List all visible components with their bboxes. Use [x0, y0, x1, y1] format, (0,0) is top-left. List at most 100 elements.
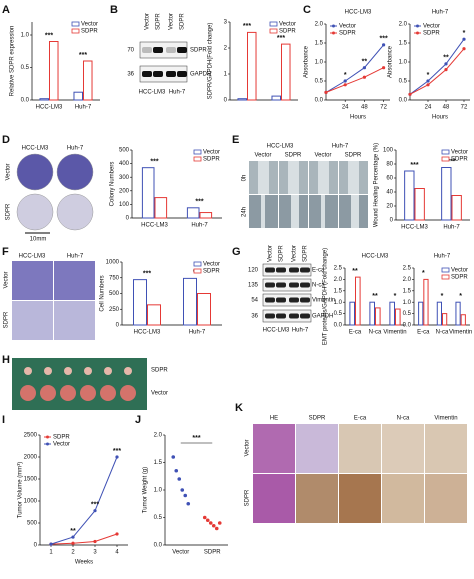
y-tick-label: 2.0	[399, 22, 408, 28]
row-label: SDPR	[151, 368, 168, 374]
band	[300, 282, 310, 288]
significance: ***	[143, 270, 151, 277]
legend-label: Vector	[53, 442, 70, 448]
significance: ***	[243, 23, 251, 30]
tumor	[60, 385, 76, 401]
transwell-image	[54, 261, 95, 300]
tumor	[84, 367, 92, 375]
bar	[133, 279, 147, 326]
y-tick-label: 0.0	[399, 98, 408, 104]
y-tick-label: 1000	[24, 499, 38, 505]
label: Vector	[245, 439, 251, 456]
tumor	[40, 385, 56, 401]
label: Huh-7	[67, 146, 84, 152]
tumor	[100, 385, 116, 401]
tumor	[20, 385, 36, 401]
bar	[199, 212, 213, 219]
bar	[389, 301, 395, 326]
label: E-ca	[354, 416, 367, 422]
line	[325, 44, 384, 93]
y-tick-label: 0.0	[334, 323, 343, 329]
band	[142, 47, 152, 53]
panel-letter: G	[232, 246, 241, 258]
y-tick-label: 0.0	[315, 98, 324, 104]
tumor	[104, 367, 112, 375]
legend-label: Vector	[203, 150, 220, 156]
band	[153, 71, 163, 77]
ihc-image	[253, 424, 295, 473]
label: Huh-7	[67, 254, 84, 260]
y-tick-label: 500	[109, 291, 120, 297]
protein-label: GAPDH	[190, 72, 211, 78]
ihc-image	[339, 424, 381, 473]
legend-label: SDPR	[339, 31, 356, 37]
x-tick-label: 4	[115, 550, 119, 556]
marker	[426, 83, 430, 87]
y-tick-label: 1.0	[399, 60, 408, 66]
band	[166, 71, 176, 77]
significance: *	[422, 270, 425, 277]
y-tick-label: 0	[224, 98, 228, 104]
legend-label: SDPR	[451, 275, 468, 281]
y-tick-label: 2.0	[315, 22, 324, 28]
y-tick-label: 1.0	[315, 60, 324, 66]
label: HE	[270, 416, 278, 422]
significance: ***	[447, 158, 455, 165]
legend-label: SDPR	[451, 157, 468, 163]
significance: ***	[192, 435, 200, 442]
y-tick-label: 2.5	[334, 266, 343, 272]
y-tick-label: 500	[27, 521, 38, 527]
transwell-image	[12, 261, 53, 300]
legend-swatch	[193, 261, 202, 267]
point	[180, 488, 185, 492]
label: Vimentin	[434, 416, 457, 422]
marker-label: 54	[251, 298, 258, 304]
marker	[462, 47, 466, 51]
protein-label: N-ca	[312, 283, 325, 289]
y-tick-label: 1.0	[21, 33, 30, 39]
bar	[455, 301, 461, 326]
marker	[343, 83, 347, 87]
significance: ***	[79, 52, 87, 59]
band	[265, 267, 275, 273]
lane-label: SDPR	[279, 245, 285, 262]
x-axis-label: Hours	[350, 115, 366, 121]
x-tick-label: E-ca	[417, 330, 430, 336]
legend-label: SDPR	[81, 29, 98, 35]
y-axis-label: Wound Healing Percentage (%)	[374, 143, 380, 227]
bar	[186, 207, 200, 219]
significance: **	[70, 528, 76, 535]
significance: ***	[380, 36, 388, 43]
significance: *	[427, 72, 430, 79]
marker-label: 135	[248, 283, 259, 289]
y-tick-label: 0.5	[334, 311, 343, 317]
marker	[115, 455, 119, 459]
bar	[237, 98, 247, 101]
y-axis-label: Relative SDPR expression	[10, 26, 16, 97]
marker	[71, 535, 75, 539]
protein-label: E-ca	[312, 268, 325, 274]
label: Huh-7	[332, 144, 349, 150]
y-tick-label: 1000	[106, 260, 120, 266]
y-tick-label: 200	[119, 188, 130, 194]
label: SDPR	[345, 153, 362, 159]
wound-gap	[258, 161, 269, 194]
x-tick-label: 24	[425, 105, 432, 111]
x-tick-label: Vimentin	[383, 330, 406, 336]
marker	[324, 90, 328, 94]
marker	[343, 79, 347, 83]
marker	[408, 92, 412, 96]
panel-letter: F	[2, 246, 9, 258]
x-tick-label: Huh-7	[75, 105, 92, 111]
x-tick-label: HCC-LM3	[141, 223, 168, 229]
bar	[147, 304, 161, 326]
bar	[369, 301, 375, 326]
legend-swatch	[71, 21, 80, 27]
ihc-image	[382, 424, 424, 473]
label: Vector	[6, 163, 12, 180]
marker	[362, 75, 366, 79]
wound-gap	[318, 161, 329, 194]
marker-label: 36	[127, 72, 134, 78]
y-tick-label: 2.0	[334, 277, 343, 283]
band	[166, 47, 176, 53]
